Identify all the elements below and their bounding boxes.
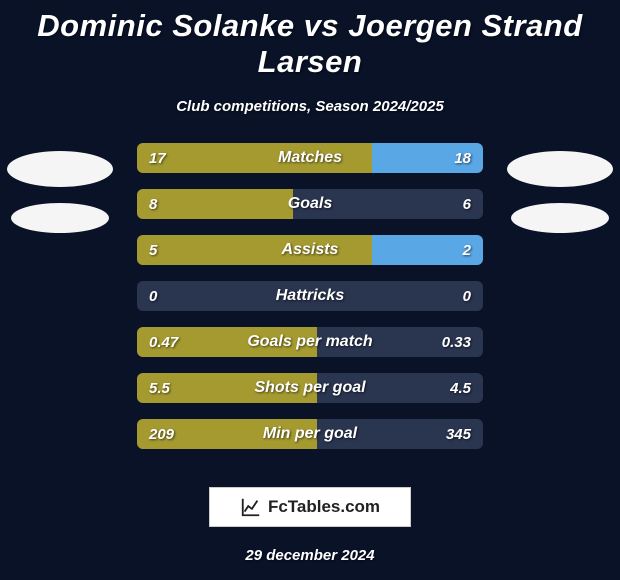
- player2-value: 0.33: [442, 327, 471, 357]
- stat-bars: Matches1718 Goals86 Assists52 Hattricks0 0 Go…: [137, 143, 483, 449]
- player2-value: 6: [463, 189, 471, 219]
- player2-value: 0: [463, 281, 471, 311]
- subtitle: Club competitions, Season 2024/2025: [0, 98, 620, 115]
- page-title: Dominic Solanke vs Joergen Strand Larsen: [0, 0, 620, 80]
- player1-bar: [137, 189, 293, 219]
- player2-crests: [500, 143, 620, 233]
- stat-label: Hattricks: [137, 281, 483, 311]
- national-crest-icon: [11, 203, 109, 233]
- player2-bar: [372, 143, 483, 173]
- player2-value: 4.5: [450, 373, 471, 403]
- chart-icon: [240, 496, 262, 518]
- player1-bar: [137, 235, 372, 265]
- brand-logo: FcTables.com: [209, 487, 411, 527]
- stat-row: Shots per goal5.54.5: [137, 373, 483, 403]
- stat-row: Matches1718: [137, 143, 483, 173]
- comparison-chart: Matches1718 Goals86 Assists52 Hattricks0 0 Go…: [0, 143, 620, 463]
- stat-row: Goals86: [137, 189, 483, 219]
- stat-row: Hattricks0 0: [137, 281, 483, 311]
- stat-row: Goals per match0.470.33: [137, 327, 483, 357]
- player1-crests: [0, 143, 120, 233]
- player2-bar: [372, 235, 483, 265]
- player1-bar: [137, 419, 317, 449]
- club-crest-icon: [7, 151, 113, 187]
- date-label: 29 december 2024: [0, 547, 620, 564]
- player1-bar: [137, 327, 317, 357]
- player1-value: 0: [149, 281, 157, 311]
- player1-bar: [137, 143, 372, 173]
- stat-row: Min per goal209345: [137, 419, 483, 449]
- stat-row: Assists52: [137, 235, 483, 265]
- player2-value: 345: [446, 419, 471, 449]
- brand-text: FcTables.com: [268, 497, 380, 517]
- club-crest-icon: [507, 151, 613, 187]
- national-crest-icon: [511, 203, 609, 233]
- player1-bar: [137, 373, 317, 403]
